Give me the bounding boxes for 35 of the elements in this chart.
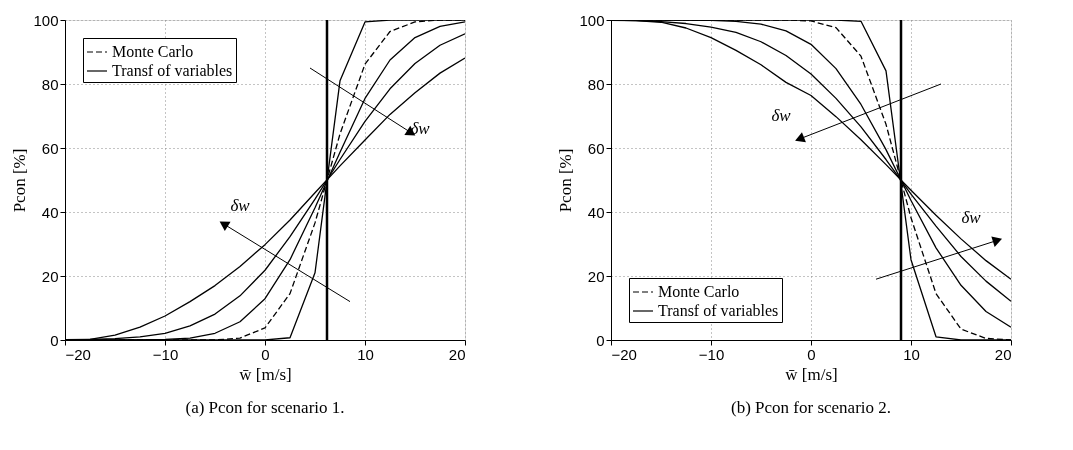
y-tick-label: 0 (596, 331, 605, 349)
legend-label: Transf of variables (112, 62, 233, 79)
x-tick-label: −10 (152, 345, 179, 363)
x-axis-title: w̄ [m/s] (239, 364, 292, 384)
y-tick-label: 100 (33, 11, 59, 29)
x-tick-label: −10 (698, 345, 725, 363)
y-tick-label: 40 (587, 203, 605, 221)
y-tick-label: 0 (50, 331, 59, 349)
y-tick-label: 20 (587, 267, 605, 285)
y-tick-label: 40 (41, 203, 59, 221)
x-tick-label: 20 (448, 345, 466, 363)
y-tick-label: 80 (41, 75, 59, 93)
annotation: δw (961, 208, 982, 228)
x-tick-label: −20 (65, 345, 91, 363)
y-axis-title: Pcon [%] (556, 148, 576, 213)
annotation: δw (230, 195, 251, 215)
y-tick-label: 60 (41, 139, 59, 157)
text: (a) Pcon for scenario 1. (185, 398, 345, 417)
legend-label: Monte Carlo (112, 43, 194, 60)
y-tick-label: 100 (579, 11, 605, 29)
x-tick-label: 10 (357, 345, 374, 363)
y-tick-label: 20 (41, 267, 59, 285)
x-tick-label: 20 (994, 345, 1012, 363)
legend-label: Transf of variables (658, 302, 779, 319)
x-tick-label: 10 (903, 345, 920, 363)
y-tick-label: 80 (587, 75, 605, 93)
y-tick-label: 60 (587, 139, 605, 157)
legend-label: Monte Carlo (658, 283, 740, 300)
annotation: δw (771, 106, 792, 125)
x-tick-label: 0 (807, 345, 816, 363)
x-tick-label: −20 (611, 345, 637, 363)
x-axis-title: w̄ [m/s] (785, 364, 838, 384)
y-axis-title: Pcon [%] (10, 148, 30, 213)
x-tick-label: 0 (261, 345, 270, 363)
text: (b) Pcon for scenario 2. (730, 398, 892, 417)
